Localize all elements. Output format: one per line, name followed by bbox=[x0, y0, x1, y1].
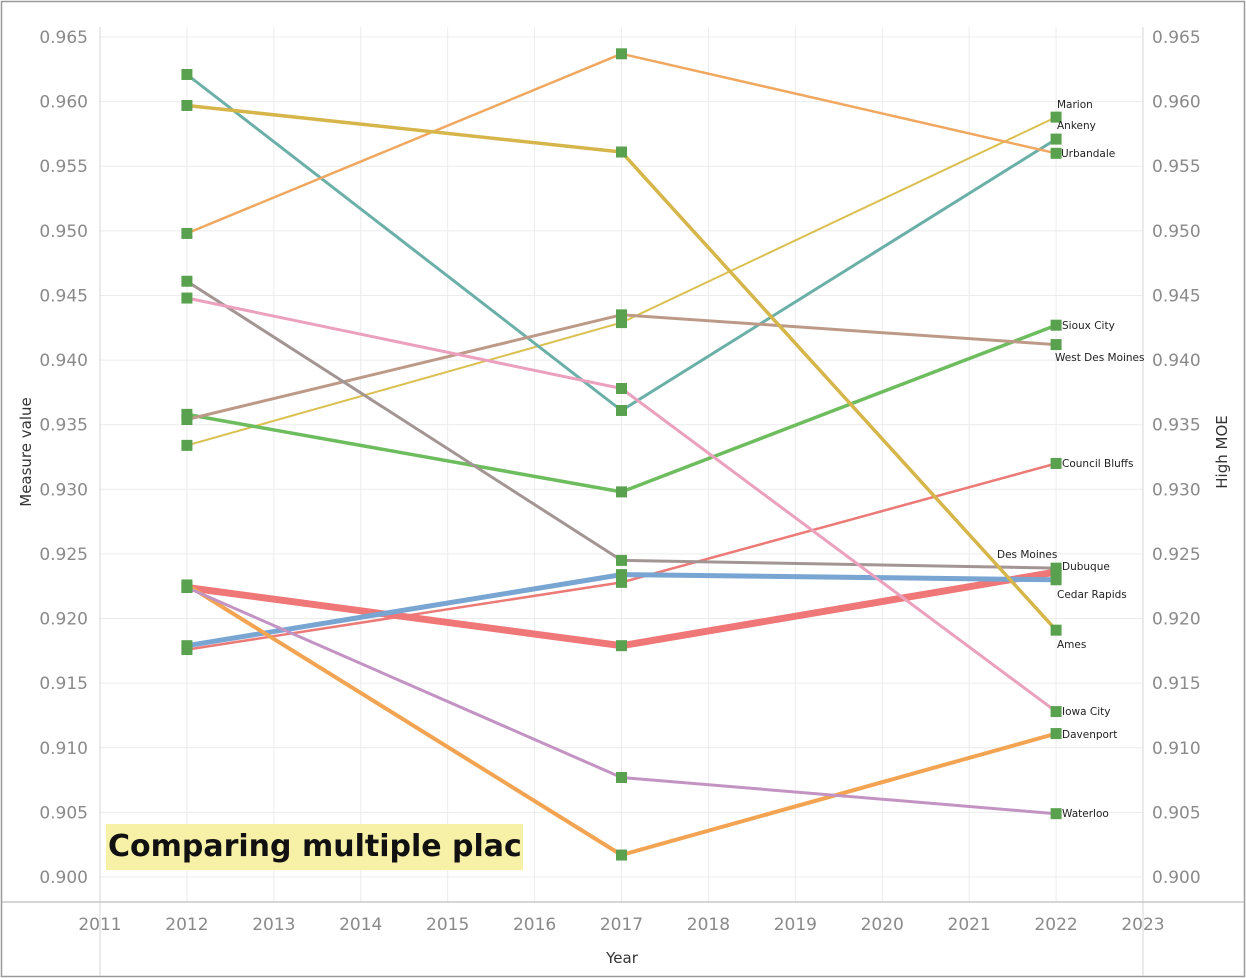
x-tick-label: 2020 bbox=[861, 915, 904, 935]
y-tick-label: 0.940 bbox=[39, 351, 88, 371]
data-point-ankeny bbox=[1050, 133, 1062, 145]
y-tick-label: 0.915 bbox=[39, 674, 88, 694]
y-tick-label: 0.925 bbox=[39, 545, 88, 565]
series-label-urbandale: Urbandale bbox=[1061, 148, 1115, 160]
data-point-west-des-moines bbox=[1050, 339, 1062, 351]
series-label-waterloo: Waterloo bbox=[1062, 808, 1109, 820]
y-tick-label: 0.965 bbox=[39, 28, 88, 48]
x-tick-label: 2012 bbox=[165, 915, 208, 935]
annotation-callout: Comparing multiple places bbox=[106, 824, 523, 870]
x-tick-label: 2019 bbox=[774, 915, 817, 935]
series-label-council-bluffs: Council Bluffs bbox=[1062, 458, 1134, 470]
data-point-marion bbox=[1050, 111, 1062, 123]
series-label-marion: Marion bbox=[1057, 99, 1093, 111]
data-point-sioux-city bbox=[1050, 319, 1062, 331]
x-tick-label: 2023 bbox=[1121, 915, 1164, 935]
data-point-iowa-city bbox=[181, 292, 193, 304]
gridlines bbox=[99, 27, 1144, 902]
x-tick-label: 2022 bbox=[1034, 915, 1077, 935]
data-markers bbox=[181, 48, 1062, 861]
data-point-west-des-moines bbox=[616, 309, 627, 321]
y-tick-label: 0.945 bbox=[39, 286, 88, 306]
series-label-dubuque: Dubuque bbox=[1062, 561, 1110, 573]
y-tick-label-right: 0.955 bbox=[1152, 157, 1201, 177]
y-tick-label-right: 0.940 bbox=[1152, 351, 1201, 371]
x-tick-labels: 2011 2012 2013 2014 2015 2016 2017 2018 2019 2020… bbox=[78, 915, 1164, 935]
data-point-urbandale bbox=[1050, 147, 1062, 159]
y-tick-labels: 0.900 0.900 0.905 0.905 0.910 0.910 0.915 0.915… bbox=[39, 28, 1200, 888]
series-label-ankeny: Ankeny bbox=[1057, 120, 1096, 132]
data-point-iowa-city bbox=[1050, 706, 1062, 718]
y-tick-label: 0.905 bbox=[39, 803, 88, 823]
data-point-dubuque bbox=[616, 554, 627, 566]
data-point-waterloo bbox=[616, 771, 627, 783]
x-tick-label: 2017 bbox=[600, 915, 643, 935]
data-point-urbandale bbox=[181, 227, 193, 239]
y-tick-label-right: 0.960 bbox=[1152, 93, 1201, 113]
x-tick-label: 2018 bbox=[687, 915, 730, 935]
data-point-marion bbox=[616, 317, 627, 329]
x-tick-label: 2015 bbox=[426, 915, 469, 935]
x-tick-label: 2016 bbox=[513, 915, 556, 935]
data-point-waterloo bbox=[1050, 808, 1062, 820]
data-point-ames bbox=[616, 146, 627, 158]
data-point-des-moines bbox=[616, 640, 627, 652]
data-point-west-des-moines bbox=[181, 414, 193, 426]
y-tick-label: 0.950 bbox=[39, 222, 88, 242]
y-tick-label-right: 0.915 bbox=[1152, 674, 1201, 694]
y-tick-label: 0.900 bbox=[39, 868, 88, 888]
y-tick-label-right: 0.925 bbox=[1152, 545, 1201, 565]
series-label-cedar-rapids: Cedar Rapids bbox=[1057, 589, 1127, 601]
series-label-des-moines: Des Moines bbox=[997, 549, 1057, 561]
y-tick-label-right: 0.920 bbox=[1152, 610, 1201, 630]
data-point-cedar-rapids bbox=[616, 569, 627, 581]
data-point-cedar-rapids bbox=[181, 640, 193, 652]
y-axis-title: Measure value bbox=[17, 397, 35, 507]
y-tick-label-right: 0.900 bbox=[1152, 868, 1201, 888]
y-tick-label-right: 0.910 bbox=[1152, 739, 1201, 759]
data-point-cedar-rapids bbox=[1050, 574, 1062, 586]
y-tick-label: 0.955 bbox=[39, 157, 88, 177]
series-label-iowa-city: Iowa City bbox=[1062, 706, 1110, 718]
y-tick-label-right: 0.965 bbox=[1152, 28, 1201, 48]
x-tick-label: 2021 bbox=[948, 915, 991, 935]
data-point-dubuque bbox=[181, 275, 193, 287]
y-tick-label-right: 0.930 bbox=[1152, 480, 1201, 500]
y-axis-title-right: High MOE bbox=[1213, 415, 1231, 488]
x-tick-label: 2011 bbox=[78, 915, 121, 935]
y-tick-label: 0.920 bbox=[39, 610, 88, 630]
y-tick-label: 0.960 bbox=[39, 93, 88, 113]
data-point-council-bluffs bbox=[616, 576, 627, 588]
data-point-urbandale bbox=[616, 48, 627, 60]
y-tick-label: 0.910 bbox=[39, 739, 88, 759]
y-tick-label-right: 0.950 bbox=[1152, 222, 1201, 242]
y-tick-label: 0.930 bbox=[39, 480, 88, 500]
data-point-ames bbox=[1050, 624, 1062, 636]
y-tick-label-right: 0.945 bbox=[1152, 286, 1201, 306]
data-point-ankeny bbox=[181, 68, 193, 80]
data-point-sioux-city bbox=[616, 486, 627, 498]
data-point-waterloo bbox=[181, 582, 193, 594]
data-point-davenport bbox=[1050, 728, 1062, 740]
data-point-marion bbox=[181, 439, 193, 451]
series-label-davenport: Davenport bbox=[1062, 729, 1117, 741]
data-point-ankeny bbox=[616, 404, 627, 416]
x-tick-label: 2013 bbox=[252, 915, 295, 935]
series-end-labels: Marion Ankeny Urbandale Sioux City West Des … bbox=[997, 99, 1145, 820]
data-point-ames bbox=[181, 99, 193, 111]
y-tick-label-right: 0.905 bbox=[1152, 803, 1201, 823]
y-tick-label-right: 0.935 bbox=[1152, 416, 1201, 436]
x-tick-label: 2014 bbox=[339, 915, 382, 935]
y-tick-label: 0.935 bbox=[39, 416, 88, 436]
data-point-davenport bbox=[616, 849, 627, 861]
series-label-ames: Ames bbox=[1057, 639, 1086, 651]
data-point-dubuque bbox=[1050, 562, 1062, 574]
series-label-sioux-city: Sioux City bbox=[1062, 320, 1115, 332]
data-point-council-bluffs bbox=[1050, 457, 1062, 469]
x-axis-title: Year bbox=[605, 949, 639, 967]
series-label-west-des-moines: West Des Moines bbox=[1055, 352, 1145, 364]
data-point-iowa-city bbox=[616, 383, 627, 395]
